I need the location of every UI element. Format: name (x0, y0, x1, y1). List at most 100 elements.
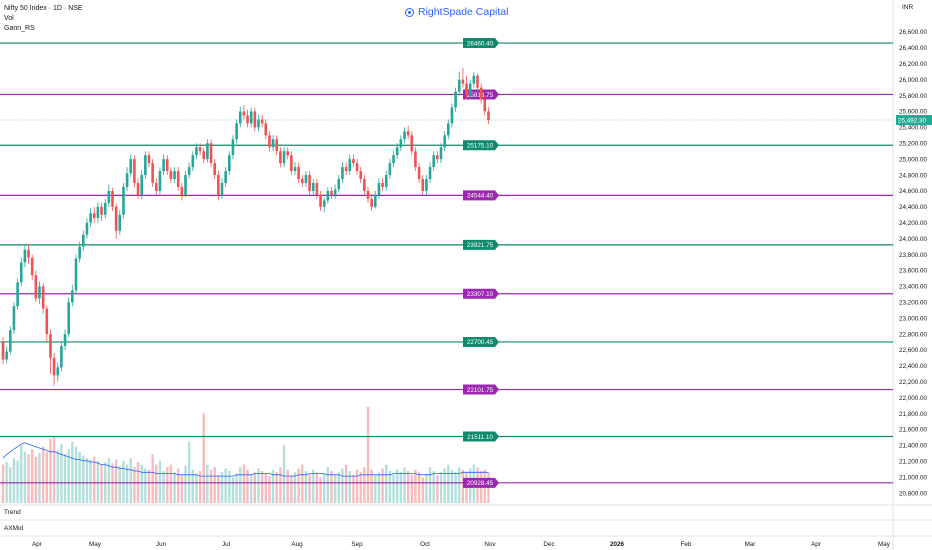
currency-label[interactable]: INR (902, 4, 914, 11)
y-tick-label: 25,200.00 (899, 141, 928, 148)
x-tick-label: Dec (543, 541, 554, 548)
gann-indicator-label[interactable]: Gann_RS (4, 25, 35, 32)
volume-bar (366, 407, 370, 503)
candle-body (293, 167, 297, 172)
volume-bar (290, 474, 293, 503)
volume-bar (436, 474, 439, 503)
candle-body (355, 163, 359, 172)
candle (311, 179, 315, 195)
candle-body (187, 167, 191, 176)
volume-bar (140, 464, 143, 503)
x-tick-label: Jul (222, 541, 230, 548)
gann-level-tag-bg (463, 477, 499, 488)
candle-body (432, 155, 435, 168)
candle (52, 353, 56, 386)
gann-level-label: 21511.10 (467, 434, 493, 441)
volume-bar (399, 472, 403, 503)
candle-body (206, 143, 209, 160)
volume-bar (443, 468, 446, 503)
candle-body (457, 79, 461, 92)
candle-body (403, 131, 406, 140)
volume-bar (231, 477, 235, 503)
candle-body (144, 155, 147, 176)
y-tick-label: 26,200.00 (899, 61, 928, 68)
candle (151, 159, 154, 187)
gann-level-tag: 20928.45 (463, 477, 499, 488)
candle-body (290, 155, 293, 172)
candle-body (344, 167, 348, 172)
candle (5, 346, 8, 364)
y-tick-label: 23,200.00 (899, 300, 928, 307)
volume-bar (173, 472, 176, 503)
volume-bar (323, 473, 326, 503)
candle-body (85, 222, 89, 235)
candle (56, 362, 60, 382)
volume-bar (235, 473, 238, 503)
y-tick-label: 25,000.00 (899, 156, 928, 163)
volume-bar (388, 471, 392, 503)
volume-bar (421, 477, 424, 503)
volume-bar (125, 464, 129, 503)
candle (224, 167, 227, 187)
candle-body (242, 111, 246, 116)
candle (425, 175, 428, 195)
candle-body (125, 173, 129, 187)
candle (195, 143, 198, 160)
y-tick-label: 21,200.00 (899, 459, 928, 466)
gann-level-label: 26460.40 (467, 40, 494, 47)
candle (414, 147, 417, 172)
candle (271, 135, 275, 152)
candle-body (92, 213, 96, 218)
volume-bar (414, 469, 417, 503)
candle-body (158, 171, 162, 191)
x-tick-label: May (878, 541, 891, 548)
volume-bar (177, 468, 180, 503)
candle (330, 186, 333, 199)
candle-body (122, 186, 125, 215)
volume-bar (297, 468, 300, 503)
y-tick-label: 26,000.00 (899, 77, 928, 84)
volume-bar (428, 467, 432, 503)
x-tick-label: Jun (156, 541, 167, 548)
candle (279, 147, 282, 168)
volume-bar (458, 467, 461, 503)
candle-body (337, 179, 341, 190)
symbol-title[interactable]: Nifty 50 Index · 1D · NSE (4, 5, 83, 12)
candle (392, 151, 395, 168)
volume-bar (89, 459, 92, 503)
volume-bar (370, 469, 373, 503)
volume-bar (454, 472, 457, 503)
x-tick-label: Mar (745, 541, 756, 548)
candle (27, 244, 30, 265)
candle (337, 175, 341, 193)
axmid-pane-label[interactable]: AXMid (4, 525, 24, 532)
gann-level-tag: 23307.10 (463, 288, 499, 299)
candle-body (399, 139, 403, 148)
volume-bar (209, 469, 213, 503)
candle (282, 147, 286, 168)
candle-body (111, 190, 114, 207)
volume-indicator-label[interactable]: Vol (4, 15, 14, 22)
candle-body (428, 167, 432, 180)
volume-bar (392, 474, 395, 503)
candle (136, 178, 140, 199)
volume-bar (198, 471, 202, 503)
gann-level-tag: 26460.40 (463, 38, 499, 49)
volume-bar (31, 449, 34, 503)
candle-body (165, 159, 169, 172)
candle-body (311, 182, 315, 191)
candle-body (118, 214, 122, 231)
y-tick-label: 23,000.00 (899, 315, 928, 322)
gann-level-label: 23307.10 (467, 291, 494, 298)
candle-body (461, 79, 465, 84)
candle (100, 202, 103, 222)
gann-level-tag-bg (463, 140, 499, 151)
candle (406, 125, 410, 140)
candle (71, 284, 74, 307)
trend-pane-label[interactable]: Trend (4, 509, 21, 516)
volume-bar (191, 469, 194, 503)
candle-body (67, 302, 70, 335)
volume-bar (20, 445, 23, 503)
gann-level-tag: 25175.10 (463, 140, 499, 151)
